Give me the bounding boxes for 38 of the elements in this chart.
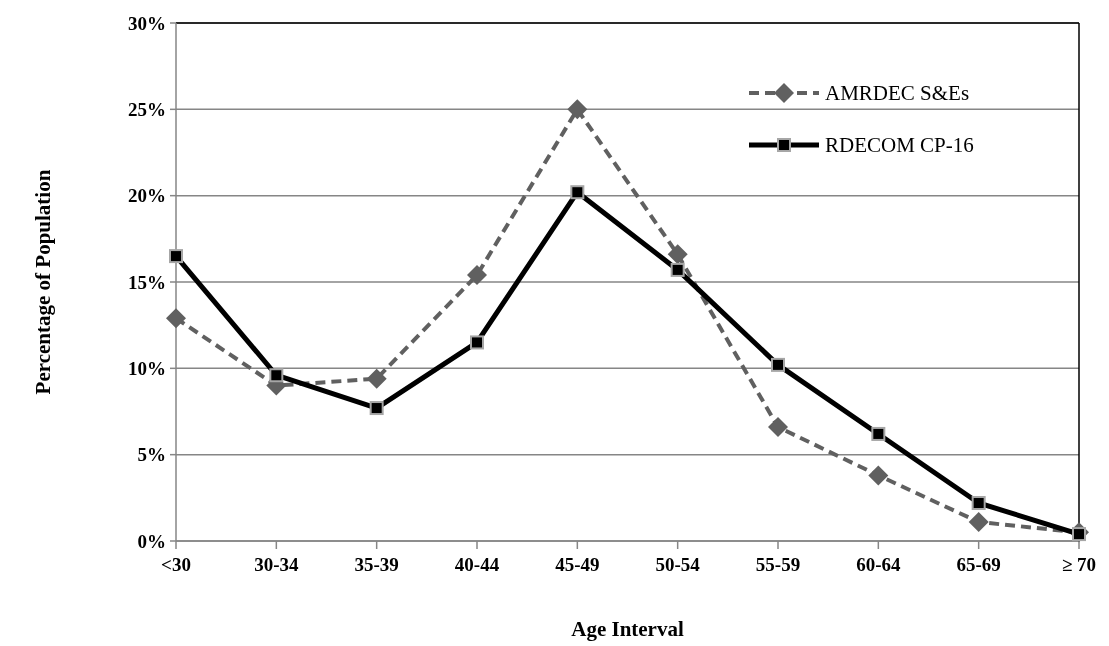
point	[968, 512, 989, 533]
x-tick-label: 65-69	[956, 554, 1001, 575]
point	[667, 244, 688, 265]
legend-label: AMRDEC S&Es	[825, 81, 970, 106]
x-tick-label: <30	[161, 554, 191, 575]
legend-label: RDECOM CP-16	[825, 133, 974, 158]
y-tick-label: 0%	[137, 530, 166, 552]
point	[768, 417, 788, 438]
x-tick-label: 30-34	[254, 554, 299, 575]
point	[868, 465, 889, 486]
y-axis-title: Percentage of Population	[31, 169, 55, 395]
point	[166, 308, 186, 329]
y-tick-label: 10%	[128, 357, 166, 379]
y-tick-label: 15%	[128, 271, 166, 293]
x-axis-title: Age Interval	[571, 617, 684, 641]
point	[369, 401, 384, 416]
x-tick-label: 60-64	[856, 554, 901, 575]
point	[871, 426, 886, 441]
y-tick-label: 25%	[128, 98, 166, 120]
x-tick-label: 55-59	[755, 554, 801, 575]
point	[467, 265, 487, 286]
x-tick-label: 50-54	[655, 554, 701, 575]
point	[771, 357, 785, 372]
point	[269, 368, 284, 383]
x-tick-label: 35-39	[354, 554, 399, 575]
x-tick-label: 45-49	[555, 554, 600, 575]
y-tick-label: 5%	[137, 444, 166, 466]
y-tick-label: 30%	[128, 12, 166, 34]
point	[169, 249, 183, 264]
point	[971, 496, 986, 511]
x-tick-label: 40-44	[454, 554, 500, 575]
point	[570, 185, 585, 200]
point	[470, 335, 484, 350]
point	[366, 368, 387, 389]
point	[670, 262, 685, 277]
point	[567, 99, 588, 120]
y-tick-label: 20%	[128, 185, 166, 207]
x-tick-label: ≥ 70	[1061, 554, 1097, 575]
